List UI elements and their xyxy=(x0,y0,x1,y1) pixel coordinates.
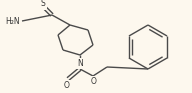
Text: N: N xyxy=(77,59,83,68)
Text: S: S xyxy=(41,0,45,8)
Text: O: O xyxy=(64,81,70,90)
Text: H₂N: H₂N xyxy=(5,16,20,25)
Text: O: O xyxy=(91,77,97,86)
